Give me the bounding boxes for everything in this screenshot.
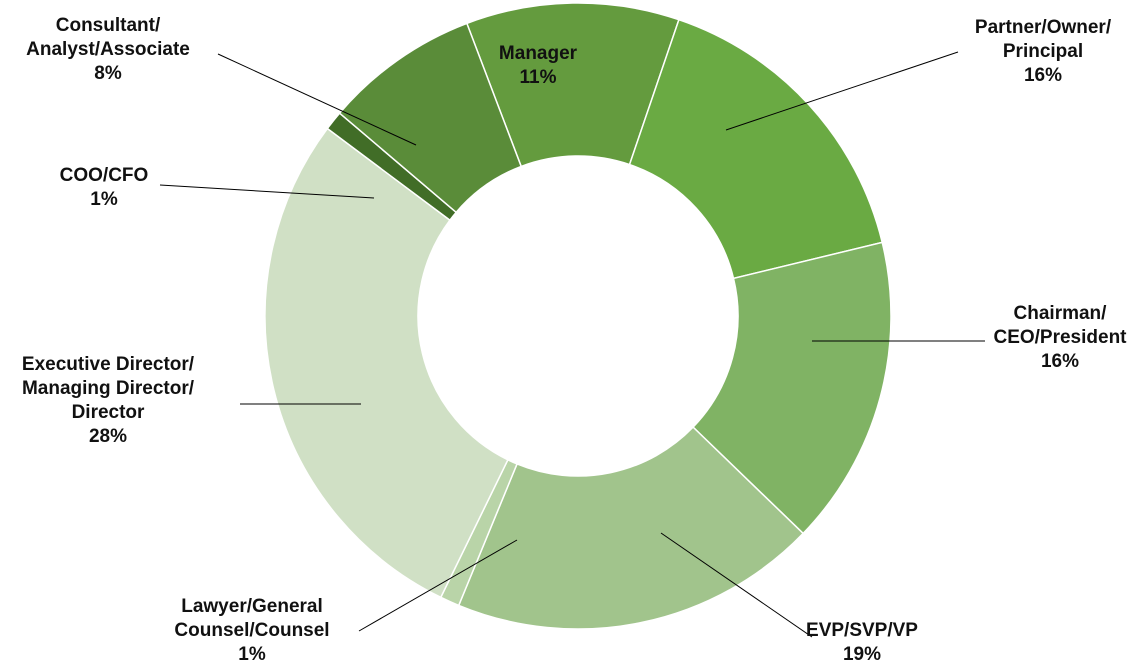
slice-5 <box>264 127 509 599</box>
slice-label-0: Manager 11% <box>499 43 578 88</box>
leaders-group <box>159 51 985 638</box>
slice-value-2: 16% <box>1041 351 1079 372</box>
slice-label-3: EVP/SVP/VP 19% <box>806 620 918 665</box>
slice-label-4: Lawyer/General Counsel/Counsel 1% <box>174 596 329 665</box>
slice-name-4-0: Lawyer/General <box>181 596 323 617</box>
slice-name-2-0: Chairman/ <box>1014 303 1108 324</box>
slice-value-0: 11% <box>520 67 557 88</box>
slice-2 <box>692 241 892 535</box>
slice-1 <box>628 18 884 280</box>
slice-7 <box>338 22 523 214</box>
slice-name-0-0: Manager <box>499 43 578 64</box>
slice-name-3-0: EVP/SVP/VP <box>806 620 918 641</box>
slice-name-1-0: Partner/Owner/ <box>975 17 1112 38</box>
leader-line-6 <box>159 184 375 199</box>
slice-name-5-2: Director <box>72 402 145 423</box>
leader-line-7 <box>217 53 417 146</box>
slice-label-5: Executive Director/Managing Director/Dir… <box>22 354 195 447</box>
slice-name-4-1: Counsel/Counsel <box>174 620 329 641</box>
leader-line-4 <box>358 539 518 632</box>
slice-name-2-1: CEO/President <box>993 327 1127 348</box>
slice-name-6-0: COO/CFO <box>60 165 149 186</box>
slice-name-7-0: Consultant/ <box>56 15 161 36</box>
leader-line-1 <box>725 51 959 131</box>
slice-name-7-1: Analyst/Associate <box>26 39 190 60</box>
slice-name-5-0: Executive Director/ <box>22 354 195 375</box>
slice-value-3: 19% <box>843 644 881 665</box>
slice-value-1: 16% <box>1024 65 1062 86</box>
slice-value-4: 1% <box>238 644 266 665</box>
slice-name-1-1: Principal <box>1003 41 1083 62</box>
slice-label-7: Consultant/Analyst/Associate 8% <box>26 15 190 84</box>
slice-value-7: 8% <box>94 63 122 84</box>
slice-3 <box>457 426 805 630</box>
slice-value-6: 1% <box>90 189 118 210</box>
labels-group: Manager 11%Partner/Owner/Principal 16%Chai… <box>22 15 1127 665</box>
slice-label-1: Partner/Owner/Principal 16% <box>975 17 1112 86</box>
slice-label-6: COO/CFO 1% <box>60 165 149 210</box>
leader-line-3 <box>660 532 813 638</box>
slice-label-2: Chairman/CEO/President 16% <box>993 303 1127 372</box>
slice-value-5: 28% <box>89 426 127 447</box>
slice-name-5-1: Managing Director/ <box>22 378 195 399</box>
slices-group <box>264 2 892 630</box>
